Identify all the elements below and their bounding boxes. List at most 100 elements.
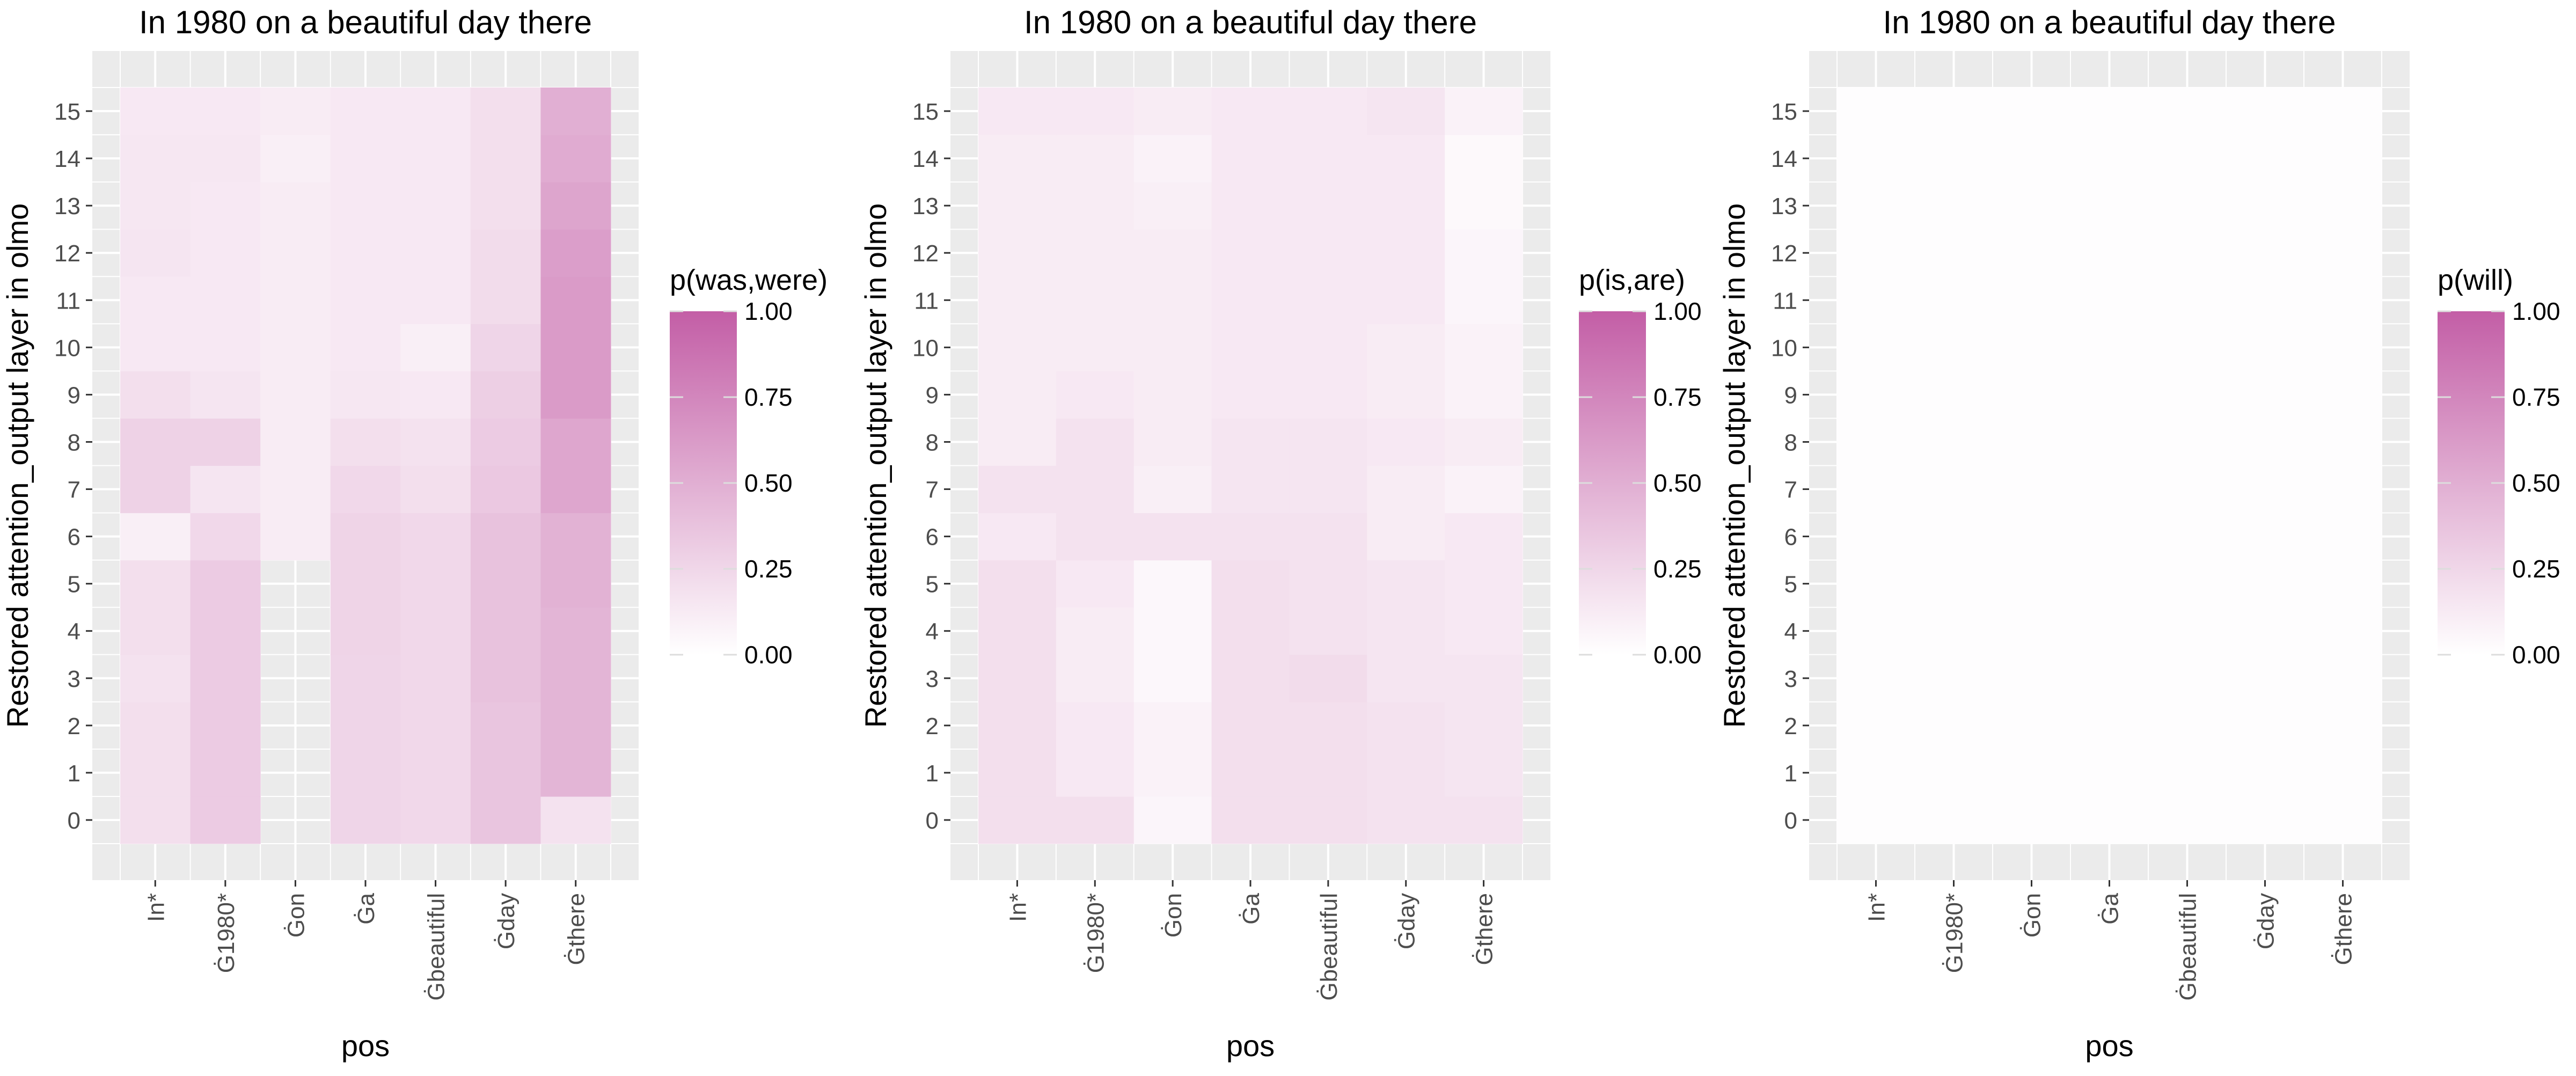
heatmap-cell: Ġon, 15: 0.12 (260, 87, 331, 135)
heatmap-cell: In*, 15: 0.01 (1837, 87, 1915, 135)
heatmap-cell: Ġday, 5: 0.16 (1367, 560, 1445, 608)
heatmap-cell: Ġ1980*, 15: 0.14 (190, 87, 261, 135)
heatmap-cell: Ġa, 13: 0.14 (1211, 182, 1290, 230)
heatmap-cell: Ġthere, 9: 0.62 (540, 371, 611, 419)
heatmap-cell: In*, 1: 0.01 (1837, 749, 1915, 797)
heatmap-cell: Ġthere, 6: 0.48 (540, 513, 611, 561)
heatmap-cell: In*, 9: 0.01 (1837, 371, 1915, 419)
heatmap-cell: Ġbeautiful, 13: 0.01 (2148, 182, 2227, 230)
heatmap-cell: Ġthere, 14: 0.52 (540, 135, 611, 182)
heatmap-cell: Ġday, 14: 0.01 (2226, 135, 2304, 182)
heatmap-cell: Ġday, 13: 0.01 (2226, 182, 2304, 230)
heatmap-cell: Ġ1980*, 13: 0.12 (1056, 182, 1135, 230)
heatmap-cell: Ġthere, 2: 0.015 (2304, 701, 2382, 750)
heatmap-cell: Ġthere, 7: 0.08 (1445, 465, 1523, 514)
heatmap-cell: Ġ1980*, 11: 0.14 (190, 276, 261, 324)
heatmap-cell: In*, 0: 0.01 (1837, 796, 1915, 844)
legend-tick-label: 0.50 (2512, 469, 2560, 497)
heatmap-cell: In*, 0: 0.2 (120, 796, 191, 844)
heatmap-cell: Ġday, 6: 0.12 (1367, 513, 1445, 561)
legend-title: p(was,were) (670, 264, 828, 296)
heatmap-cell: Ġthere, 8: 0.01 (2304, 418, 2382, 466)
heatmap-cell: Ġbeautiful, 9: 0.14 (400, 371, 471, 419)
heatmap-cell: In*, 11: 0.14 (120, 276, 191, 324)
heatmap-cell: Ġbeautiful, 15: 0.01 (2148, 87, 2227, 135)
heatmap-cell: Ġ1980*, 8: 0.28 (190, 418, 261, 466)
heatmap-cell: Ġ1980*, 11: 0.01 (1915, 276, 1993, 324)
heatmap-cell: Ġon, 4: 0.01 (1993, 607, 2071, 655)
heatmap-cell: Ġa, 9: 0.14 (1211, 371, 1290, 419)
heatmap-cell: Ġbeautiful, 9: 0.01 (2148, 371, 2227, 419)
heatmap-cell: Ġa, 3: 0.26 (330, 654, 401, 702)
heatmap-cell: Ġa, 1: 0.2 (1211, 749, 1290, 797)
heatmap-cell: Ġon, 11: 0.12 (1133, 276, 1212, 324)
heatmap-cell: Ġthere, 1: 0.015 (2304, 749, 2382, 797)
y-tick-label: 14 (1771, 146, 1797, 172)
heatmap-cell: Ġthere, 15: 0.01 (2304, 87, 2382, 135)
x-tick-label: Ġthere (2331, 893, 2357, 965)
heatmap-cell: Ġday, 2: 0.36 (470, 701, 541, 750)
heatmap-cell: Ġday, 7: 0.34 (470, 465, 541, 514)
heatmap-cell: Ġbeautiful, 6: 0.18 (1289, 513, 1367, 561)
heatmap-cell: In*, 13: 0.15 (120, 182, 191, 230)
heatmap-cell: Ġday, 15: 0.16 (1367, 87, 1445, 135)
heatmap-cell: Ġa, 10: 0.01 (2070, 324, 2149, 371)
heatmap-cell: In*, 3: 0.01 (1837, 654, 1915, 702)
y-tick-label: 12 (912, 240, 939, 267)
x-tick-label: Ġon (283, 893, 309, 938)
heatmap-cell: Ġbeautiful, 8: 0.18 (400, 418, 471, 466)
heatmap-cell: Ġa, 9: 0.15 (330, 371, 401, 419)
y-tick-label: 13 (912, 193, 939, 219)
legend: p(is,are) 0.00 0.25 0.50 0.75 1.00 (1579, 264, 1702, 669)
heatmap-cell: Ġday, 12: 0.14 (1367, 229, 1445, 277)
heatmap-cell: Ġbeautiful, 10: 0.1 (400, 324, 471, 371)
y-tick-label: 0 (1784, 808, 1797, 834)
heatmap-cell: Ġbeautiful, 11: 0.14 (1289, 276, 1367, 324)
heatmap-cell: Ġon, 6: 0.18 (1133, 513, 1212, 561)
y-tick-label: 13 (54, 193, 80, 219)
heatmap-cell: Ġday, 12: 0.01 (2226, 229, 2304, 277)
heatmap-cell: Ġon, 13: 0.12 (260, 182, 331, 230)
heatmap-cell: Ġon, 10: 0.12 (260, 324, 331, 371)
heatmap-cell: Ġon, 7: 0.1 (1133, 465, 1212, 514)
heatmap-cell: Ġday, 14: 0.14 (1367, 135, 1445, 182)
heatmap-cell: In*, 1: 0.2 (978, 749, 1057, 797)
heatmap-cell: Ġa, 12: 0.01 (2070, 229, 2149, 277)
y-tick-label: 10 (54, 335, 80, 361)
heatmap-cell: In*, 8: 0.01 (1837, 418, 1915, 466)
heatmap-cell: Ġa, 14: 0.01 (2070, 135, 2149, 182)
y-tick-label: 1 (68, 760, 80, 787)
heatmap-cell: Ġ1980*, 3: 0.01 (1915, 654, 1993, 702)
x-tick-label: Ġa (2097, 892, 2124, 924)
heatmap-cell: Ġ1980*, 1: 0.32 (190, 749, 261, 797)
heatmap-cell: In*, 13: 0.01 (1837, 182, 1915, 230)
heatmap-cell: In*, 5: 0.2 (120, 560, 191, 608)
heatmap-cell: Ġbeautiful, 5: 0.24 (400, 560, 471, 608)
heatmap-cell: Ġbeautiful, 0: 0.24 (400, 796, 471, 844)
heatmap-cell: Ġ1980*, 0: 0.01 (1915, 796, 1993, 844)
heatmap-cell: Ġ1980*, 13: 0.14 (190, 182, 261, 230)
x-tick-label: Ġthere (1472, 893, 1498, 965)
heatmap-cell: Ġthere, 2: 0.16 (1445, 701, 1523, 750)
heatmap-cell: In*, 4: 0.2 (978, 607, 1057, 655)
legend: p(will) 0.00 0.25 0.50 0.75 1.00 (2438, 264, 2560, 669)
heatmap-cell: Ġbeautiful, 4: 0.24 (400, 607, 471, 655)
heatmap-cell: Ġon, 7: 0.01 (1993, 465, 2071, 514)
heatmap-cell: Ġday, 3: 0.16 (1367, 654, 1445, 702)
heatmap-cell: Ġbeautiful, 11: 0.14 (400, 276, 471, 324)
heatmap-cell: Ġ1980*, 9: 0.01 (1915, 371, 1993, 419)
heatmap-cell: Ġday, 10: 0.26 (470, 324, 541, 371)
heatmap-cell: Ġ1980*, 0: 0.2 (1056, 796, 1135, 844)
heatmap-cell: Ġ1980*, 5: 0.14 (1056, 560, 1135, 608)
panel-title: In 1980 on a beautiful day there (1024, 4, 1477, 40)
heatmap-cell: Ġday, 4: 0.16 (1367, 607, 1445, 655)
y-tick-label: 9 (68, 382, 80, 408)
heatmap-cell: Ġday, 5: 0.38 (470, 560, 541, 608)
heatmap-cell: Ġon, 6: 0.015 (1993, 513, 2071, 561)
heatmap-cell: Ġ1980*, 2: 0.14 (1056, 701, 1135, 750)
heatmap-cell: Ġthere, 13: 0.01 (2304, 182, 2382, 230)
heatmap-cell: Ġthere, 8: 0.12 (1445, 418, 1523, 466)
y-tick-label: 4 (1784, 619, 1797, 645)
heatmap-cell: Ġday, 4: 0.38 (470, 607, 541, 655)
